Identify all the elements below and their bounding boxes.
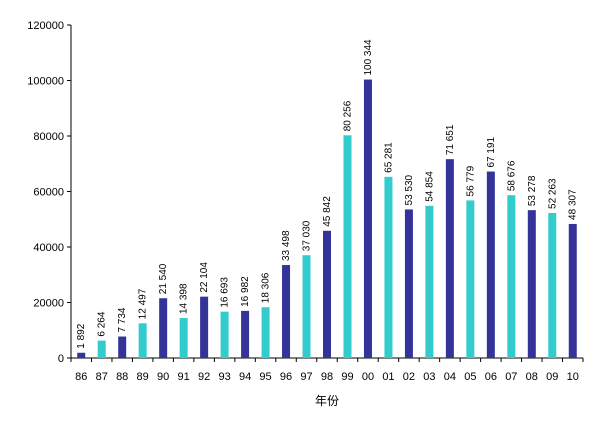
data-label: 22 104 (199, 262, 210, 293)
x-tick-label: 87 (96, 371, 108, 383)
x-tick-label: 10 (567, 371, 579, 383)
x-tick-label: 88 (116, 371, 128, 383)
data-label: 71 651 (445, 124, 456, 155)
y-tick-label: 0 (58, 353, 64, 365)
y-tick-label: 60000 (33, 187, 64, 199)
data-label: 52 263 (547, 178, 558, 209)
data-label: 45 842 (322, 196, 333, 227)
data-label: 14 398 (179, 283, 190, 314)
bar (138, 323, 147, 358)
bar (507, 195, 516, 358)
x-tick-label: 97 (300, 371, 312, 383)
y-tick-label: 40000 (33, 242, 64, 254)
bar (159, 298, 168, 358)
data-label: 56 779 (465, 165, 476, 196)
data-label: 6 264 (97, 311, 108, 336)
x-tick-label: 98 (321, 371, 333, 383)
data-label: 48 307 (568, 189, 579, 220)
bar (118, 336, 127, 358)
x-tick-label: 02 (403, 371, 415, 383)
bar (363, 79, 372, 358)
x-tick-label: 93 (218, 371, 230, 383)
bar (527, 210, 536, 358)
data-label: 16 982 (240, 276, 251, 307)
bar (97, 340, 106, 358)
data-label: 21 540 (158, 263, 169, 294)
x-tick-label: 91 (178, 371, 190, 383)
data-label: 7 734 (117, 307, 128, 332)
x-tick-label: 86 (75, 371, 87, 383)
x-axis: 86 87 88 89 90 91 92 93 94 95 96 97 98 99 00 01 02 03 04 05… (70, 357, 584, 383)
data-labels: 1 892 6 264 7 734 12 497 21 540 14 398 22 104 1… (76, 39, 579, 349)
bar (179, 318, 188, 358)
data-label: 37 030 (302, 220, 313, 251)
data-label: 58 676 (506, 160, 517, 191)
x-tick-label: 08 (526, 371, 538, 383)
bar (486, 171, 495, 358)
bar (302, 255, 311, 358)
data-label: 67 191 (486, 137, 497, 168)
y-tick-label: 100000 (27, 76, 64, 88)
bar (425, 205, 434, 358)
bar (548, 212, 557, 358)
bar (282, 265, 291, 358)
x-tick-label: 01 (382, 371, 394, 383)
x-tick-label: 09 (546, 371, 558, 383)
x-tick-label: 96 (280, 371, 292, 383)
x-tick-label: 03 (423, 371, 435, 383)
x-tick-label: 00 (362, 371, 374, 383)
data-label: 1 892 (76, 323, 87, 348)
y-tick-label: 120000 (27, 20, 64, 32)
data-label: 54 854 (424, 171, 435, 202)
y-axis: 0 20000 40000 60000 80000 100000 120000 (27, 20, 72, 365)
x-axis-title: 年份 (315, 394, 339, 408)
x-tick-label: 94 (239, 371, 251, 383)
bar (466, 200, 475, 358)
bar (568, 223, 577, 358)
x-tick-label: 92 (198, 371, 210, 383)
y-tick-label: 80000 (33, 131, 64, 143)
data-label: 16 693 (220, 277, 231, 308)
data-label: 12 497 (138, 288, 149, 319)
bar (445, 159, 454, 358)
bar (343, 135, 352, 358)
bar (200, 296, 209, 358)
y-tick-label: 20000 (33, 298, 64, 310)
data-label: 33 498 (281, 230, 292, 261)
x-tick-label: 90 (157, 371, 169, 383)
bar (220, 311, 229, 358)
x-tick-label: 89 (137, 371, 149, 383)
bar (241, 310, 250, 358)
data-label: 53 278 (527, 175, 538, 206)
bar (384, 176, 393, 358)
data-label: 53 530 (404, 174, 415, 205)
x-tick-label: 06 (485, 371, 497, 383)
data-label: 18 306 (261, 272, 272, 303)
data-label: 80 256 (342, 100, 353, 131)
x-tick-label: 95 (259, 371, 271, 383)
bar (323, 230, 331, 358)
data-label: 65 281 (383, 142, 394, 173)
x-tick-label: 99 (341, 371, 353, 383)
bar (404, 209, 413, 358)
bar (261, 307, 270, 358)
x-tick-label: 04 (444, 371, 456, 383)
x-tick-label: 05 (464, 371, 476, 383)
bars (77, 79, 577, 358)
x-tick-label: 07 (505, 371, 517, 383)
bar (77, 352, 86, 358)
data-label: 100 344 (363, 39, 374, 76)
